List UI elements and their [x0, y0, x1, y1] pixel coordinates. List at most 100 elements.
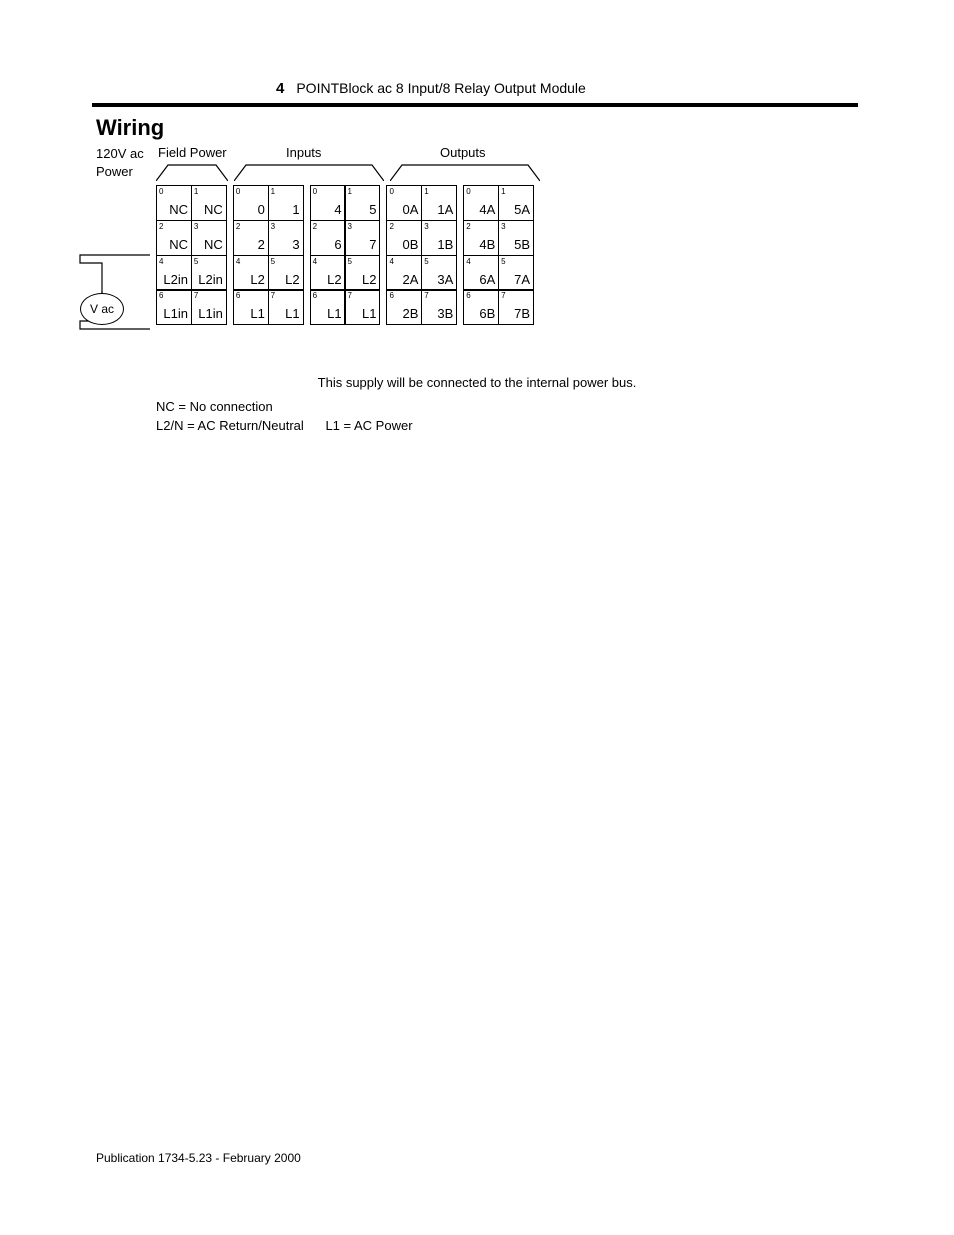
bracket-inputs — [234, 163, 384, 181]
bracket-outputs — [390, 163, 540, 181]
terminal-cell: 5L2 — [268, 255, 304, 291]
side-label-1: 120V ac — [96, 146, 144, 161]
terminal-cell: 2NC — [156, 220, 192, 256]
terminal-index: 7 — [347, 291, 351, 300]
terminal-value: L1in — [163, 306, 188, 321]
terminal-index: 3 — [194, 222, 198, 231]
terminal-value: 6B — [479, 306, 495, 321]
terminal-cell: 6L1 — [310, 289, 346, 325]
terminal-index: 5 — [501, 257, 505, 266]
terminal-cell: 77B — [498, 289, 534, 325]
terminal-index: 0 — [466, 187, 470, 196]
terminal-value: 6A — [479, 272, 495, 287]
header-rule — [92, 103, 858, 107]
terminal-value: L1 — [362, 306, 376, 321]
footnote-supply: This supply will be connected to the int… — [96, 373, 858, 393]
terminal-cell: 26 — [310, 220, 346, 256]
terminal-value: 5B — [514, 237, 530, 252]
terminal-value: 0B — [403, 237, 419, 252]
terminal-index: 5 — [424, 257, 428, 266]
page-number: 4 — [276, 80, 284, 97]
terminal-cell: 4L2 — [310, 255, 346, 291]
vac-label: V ac — [90, 302, 114, 316]
vac-circle: V ac — [80, 293, 124, 325]
label-field-power: Field Power — [158, 145, 227, 160]
terminal-value: L2 — [250, 272, 264, 287]
footnote-l2n: L2/N = AC Return/Neutral — [156, 418, 304, 433]
bracket-field-power — [156, 163, 228, 181]
terminal-row: 0415 — [310, 185, 381, 221]
terminal-value: 2A — [403, 272, 419, 287]
terminal-index: 2 — [466, 222, 470, 231]
terminal-index: 0 — [236, 187, 240, 196]
terminal-value: 1A — [437, 202, 453, 217]
terminal-index: 3 — [501, 222, 505, 231]
terminal-value: 7A — [514, 272, 530, 287]
terminal-cell: 3 NC — [191, 220, 227, 256]
terminal-row: 04A15A — [463, 185, 534, 221]
terminal-index: 6 — [389, 291, 393, 300]
terminal-value: 5 — [369, 202, 376, 217]
terminal-value: 5A — [514, 202, 530, 217]
terminal-row: 6 2B 7 3B — [386, 291, 457, 326]
terminal-row: 2 0B 3 1B — [386, 221, 457, 256]
terminal-cell: 00 — [233, 185, 269, 221]
terminal-cell: 5L2in — [191, 255, 227, 291]
terminal-row: 4L2in5L2in — [156, 256, 227, 291]
terminal-row: 0NC1NC — [156, 185, 227, 221]
terminal-cell: 5 7A — [498, 255, 534, 291]
terminal-cell: 11 — [268, 185, 304, 221]
terminal-cell: 2 0B — [386, 220, 422, 256]
terminal-cell: 0 0A — [386, 185, 422, 221]
terminal-index: 4 — [236, 257, 240, 266]
terminal-cell: 0NC — [156, 185, 192, 221]
terminal-cell: 7 3B — [421, 289, 457, 325]
terminal-cell: 22 — [233, 220, 269, 256]
terminal-cell: 1 5A — [498, 185, 534, 221]
terminal-row: 2NC3 NC — [156, 221, 227, 256]
terminal-index: 2 — [236, 222, 240, 231]
terminal-cell: 1 1A — [421, 185, 457, 221]
terminal-value: 1 — [292, 202, 299, 217]
vac-source: V ac — [80, 293, 124, 325]
terminal-value: 7B — [514, 306, 530, 321]
header-title: POINTBlock ac 8 Input/8 Relay Output Mod… — [296, 80, 585, 96]
terminal-value: 0A — [403, 202, 419, 217]
terminal-value: 1B — [437, 237, 453, 252]
terminal-index: 3 — [424, 222, 428, 231]
terminal-cell: 6 6B — [463, 289, 499, 325]
terminal-row: 6L17 L1 — [310, 291, 381, 326]
terminal-index: 3 — [271, 222, 275, 231]
terminal-cell: 53A — [421, 255, 457, 291]
terminal-value: L2in — [198, 272, 223, 287]
terminal-index: 1 — [424, 187, 428, 196]
terminal-index: 4 — [389, 257, 393, 266]
terminal-index: 7 — [424, 291, 428, 300]
terminal-cell: 33 — [268, 220, 304, 256]
terminal-cell: 04 — [310, 185, 346, 221]
terminal-row: 6L1in7L1in — [156, 291, 227, 326]
terminal-cell: 3 5B — [498, 220, 534, 256]
terminal-value: 2B — [403, 306, 419, 321]
terminal-value: 3B — [437, 306, 453, 321]
terminal-cell: 2 4B — [463, 220, 499, 256]
terminal-index: 0 — [389, 187, 393, 196]
terminal-index: 2 — [313, 222, 317, 231]
power-side-label: 120V ac Power — [96, 145, 144, 180]
terminal-value: L1in — [198, 306, 223, 321]
terminal-index: 6 — [236, 291, 240, 300]
terminal-index: 6 — [313, 291, 317, 300]
terminal-cell: 3 1B — [421, 220, 457, 256]
terminal-row: 0011 — [233, 185, 304, 221]
terminal-index: 2 — [389, 222, 393, 231]
terminal-index: 5 — [271, 257, 275, 266]
label-inputs: Inputs — [286, 145, 321, 160]
terminal-cell: 7L1 — [268, 289, 304, 325]
terminal-index: 6 — [466, 291, 470, 300]
terminal-value: NC — [204, 237, 223, 252]
terminal-value: 4B — [479, 237, 495, 252]
terminal-index: 1 — [194, 187, 198, 196]
section-heading: Wiring — [96, 115, 858, 141]
terminal-index: 1 — [501, 187, 505, 196]
terminal-block: 0NC1NC2NC3 NC 4L2in5L2in6L1in7L1in — [156, 185, 227, 325]
